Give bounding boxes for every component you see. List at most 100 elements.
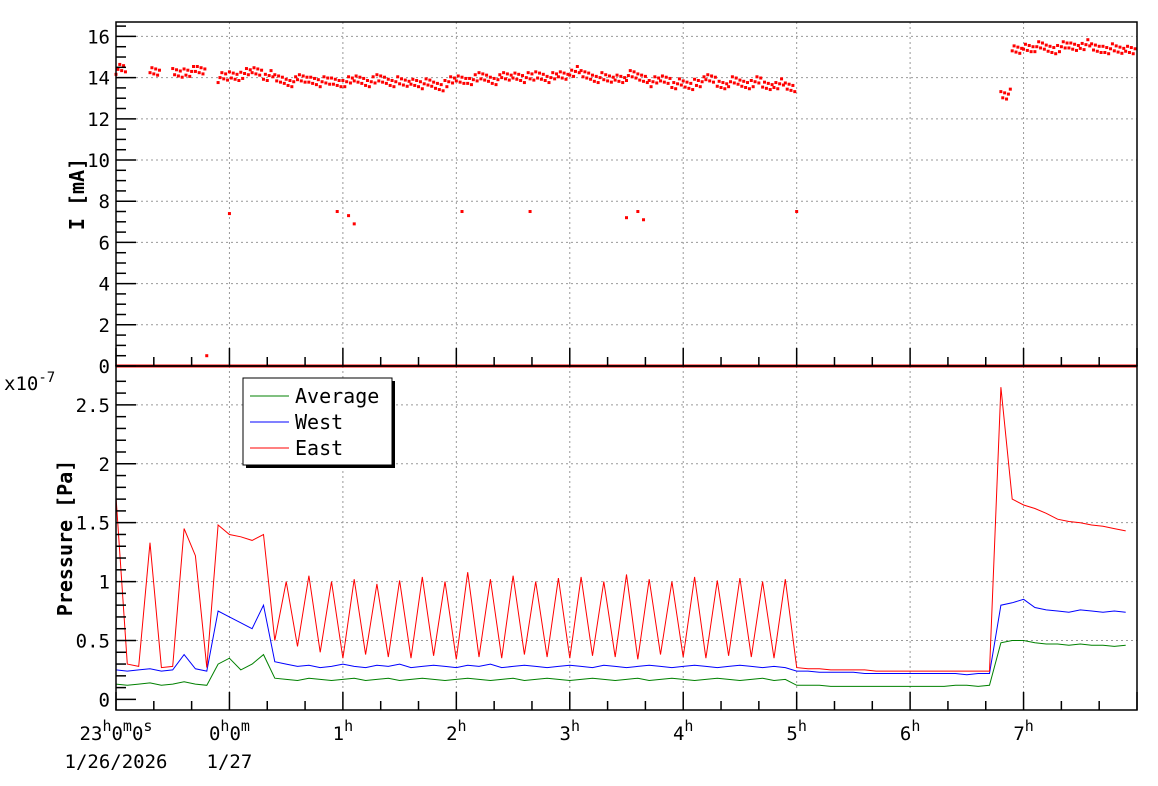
current-point [787, 82, 791, 86]
current-point [1022, 47, 1026, 51]
current-point [602, 78, 606, 82]
current-point [401, 83, 405, 87]
current-point [445, 85, 449, 89]
current-point [417, 85, 421, 89]
current-point [188, 74, 192, 78]
current-point [1120, 51, 1124, 55]
current-point [284, 77, 288, 81]
current-point [220, 71, 224, 75]
current-point [791, 83, 795, 87]
current-point [237, 79, 241, 83]
current-point [585, 76, 589, 80]
current-point [683, 85, 687, 89]
current-point [609, 80, 613, 84]
current-point [1029, 50, 1033, 54]
current-point [730, 75, 734, 79]
current-point [549, 76, 553, 80]
current-point [331, 82, 335, 86]
current-point [568, 73, 572, 77]
current-point [511, 76, 515, 80]
current-point [176, 74, 180, 78]
current-point [710, 74, 714, 78]
pressure-exponent: x10-7 [4, 370, 55, 395]
current-point [415, 79, 419, 83]
current-point [449, 75, 453, 79]
current-point [660, 74, 664, 78]
current-point [382, 75, 386, 79]
current-point [1110, 42, 1114, 46]
series-line-west [115, 598, 1126, 676]
current-point [747, 87, 751, 91]
current-point [309, 75, 313, 79]
current-point [1006, 92, 1010, 96]
legend: Average West East [242, 377, 395, 468]
current-point [541, 72, 545, 76]
axes: 23h0m0s 1/26/2026 0h0m 1/27 1h 2h 3h 4h 5h 6h 7h 0 2… [65, 25, 1138, 773]
current-point [178, 69, 182, 73]
current-point [753, 80, 757, 84]
current-point [400, 77, 404, 81]
current-point [460, 75, 464, 79]
current-point [439, 83, 443, 87]
current-point [1003, 91, 1007, 95]
current-point [1039, 46, 1043, 50]
current-point [706, 73, 710, 77]
current-point [700, 80, 704, 84]
current-point [1116, 50, 1120, 54]
current-point [392, 85, 396, 89]
current-y-label: I [mA] [65, 158, 89, 230]
current-outlier-point [352, 222, 356, 226]
current-point [286, 83, 290, 87]
current-point [662, 80, 666, 84]
current-point [1069, 41, 1073, 45]
current-point [623, 76, 627, 80]
current-point [1076, 43, 1080, 47]
current-point [1005, 97, 1009, 101]
current-point [224, 72, 228, 76]
current-point [1114, 44, 1118, 48]
current-point [1054, 52, 1058, 56]
current-point [579, 69, 583, 73]
current-point [420, 87, 424, 91]
current-point [528, 77, 532, 81]
current-point [294, 75, 298, 79]
current-point [229, 76, 233, 80]
current-point [734, 76, 738, 80]
current-point [717, 79, 721, 83]
current-point [757, 81, 761, 85]
current-point [728, 80, 732, 84]
current-point [118, 62, 122, 66]
current-point [694, 83, 698, 87]
current-point [649, 85, 653, 89]
current-point [390, 79, 394, 83]
current-y-tick-label: 6 [99, 232, 110, 254]
current-point [1107, 52, 1111, 56]
current-point [524, 76, 528, 80]
current-point [1109, 47, 1113, 51]
current-point [759, 76, 763, 80]
current-point [322, 75, 326, 79]
current-point [783, 81, 787, 85]
current-outlier-point [528, 210, 532, 214]
current-point [696, 79, 700, 83]
legend-item-west: West [250, 410, 343, 434]
current-point [1090, 42, 1094, 46]
current-point [577, 71, 581, 75]
current-point [1027, 43, 1031, 47]
series-line-east [115, 387, 1126, 672]
current-point [318, 85, 322, 89]
current-y-tick-label: 0 [99, 356, 110, 378]
current-point [519, 79, 523, 83]
current-point [642, 79, 646, 83]
current-point [702, 75, 706, 79]
current-point [1088, 44, 1092, 48]
current-point [1048, 44, 1052, 48]
current-point [275, 79, 279, 83]
current-point [260, 68, 264, 72]
current-point [1020, 46, 1024, 50]
current-point [659, 79, 663, 83]
current-point [216, 81, 220, 85]
current-point [1092, 48, 1096, 52]
current-point [203, 67, 207, 71]
current-point [711, 80, 715, 84]
